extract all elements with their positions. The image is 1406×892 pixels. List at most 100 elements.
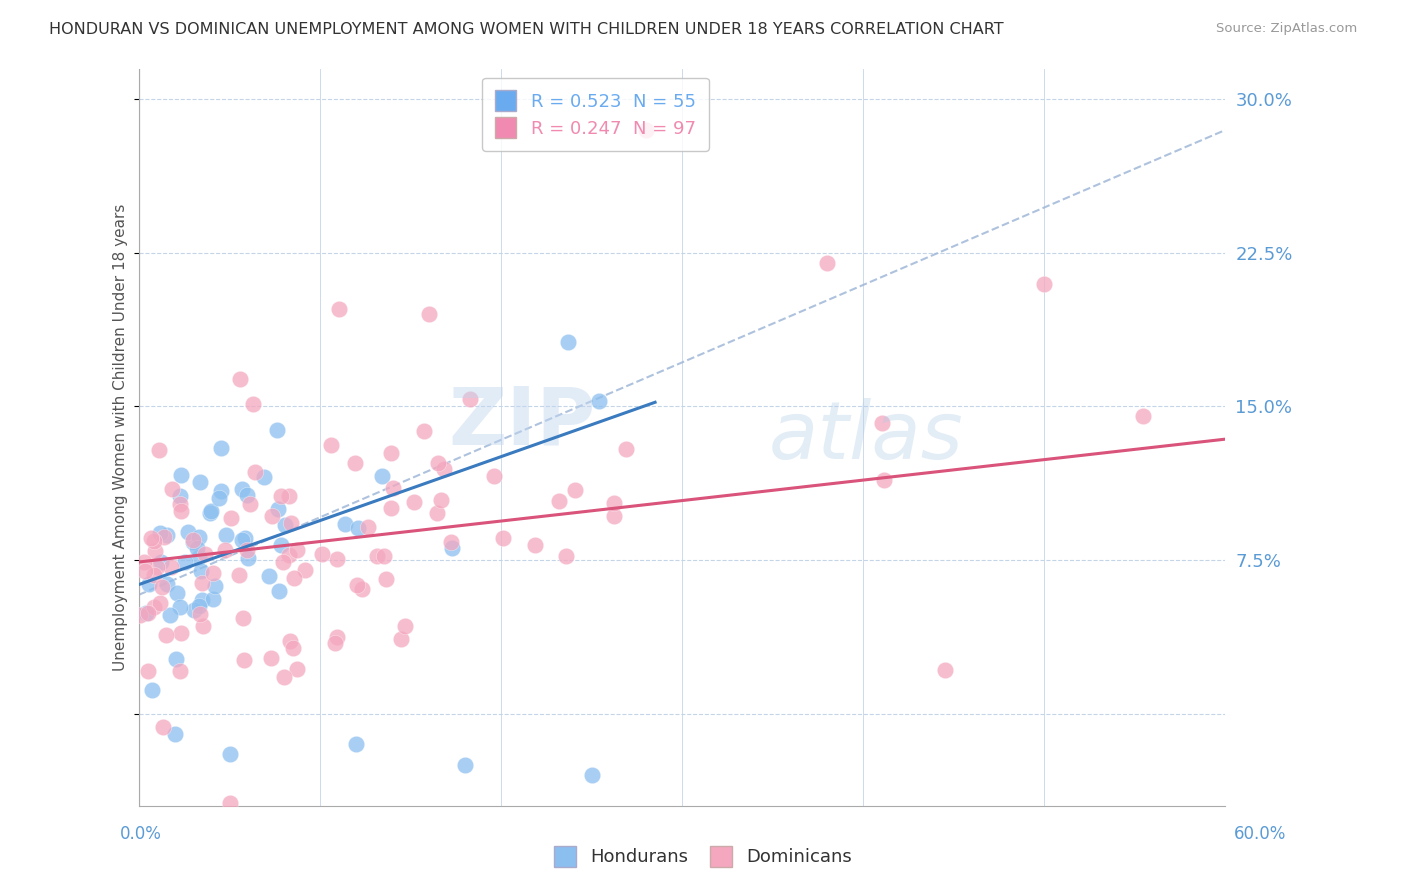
Point	[283, 640, 305, 655]
Legend: R = 0.523  N = 55, R = 0.247  N = 97: R = 0.523 N = 55, R = 0.247 N = 97	[482, 78, 709, 151]
Point	[169, 665, 191, 679]
Point	[204, 579, 226, 593]
Point	[152, 580, 174, 594]
Point	[190, 564, 212, 578]
Point	[236, 488, 259, 502]
Point	[389, 632, 412, 647]
Point	[430, 492, 453, 507]
Point	[215, 528, 238, 542]
Point	[366, 549, 388, 563]
Point	[141, 682, 163, 697]
Point	[156, 528, 179, 542]
Point	[1033, 277, 1056, 291]
Point	[484, 468, 506, 483]
Point	[346, 577, 368, 591]
Point	[231, 533, 253, 547]
Point	[333, 517, 356, 532]
Point	[433, 462, 456, 476]
Point	[218, 796, 240, 810]
Point	[277, 489, 299, 503]
Point	[142, 599, 165, 614]
Point	[149, 525, 172, 540]
Point	[283, 571, 305, 585]
Point	[458, 392, 481, 406]
Point	[243, 465, 266, 479]
Point	[165, 727, 187, 741]
Point	[548, 493, 571, 508]
Point	[169, 600, 191, 615]
Point	[209, 441, 232, 455]
Point	[581, 768, 603, 782]
Point	[380, 501, 402, 516]
Point	[233, 531, 256, 545]
Point	[285, 662, 308, 676]
Point	[200, 504, 222, 518]
Point	[426, 456, 449, 470]
Point	[156, 577, 179, 591]
Point	[402, 495, 425, 509]
Point	[267, 583, 290, 598]
Point	[201, 591, 224, 606]
Point	[270, 538, 292, 552]
Point	[233, 653, 256, 667]
Point	[273, 518, 295, 533]
Point	[603, 496, 626, 510]
Point	[143, 533, 166, 548]
Point	[260, 650, 283, 665]
Point	[177, 524, 200, 539]
Point	[266, 423, 288, 437]
Point	[934, 663, 956, 677]
Point	[188, 607, 211, 622]
Point	[426, 506, 449, 520]
Text: HONDURAN VS DOMINICAN UNEMPLOYMENT AMONG WOMEN WITH CHILDREN UNDER 18 YEARS CORR: HONDURAN VS DOMINICAN UNEMPLOYMENT AMONG…	[49, 22, 1004, 37]
Text: ZIP: ZIP	[449, 384, 595, 461]
Point	[170, 504, 193, 518]
Point	[319, 438, 342, 452]
Point	[492, 531, 515, 545]
Point	[524, 538, 547, 552]
Point	[143, 543, 166, 558]
Point	[381, 481, 404, 495]
Y-axis label: Unemployment Among Women with Children Under 18 years: Unemployment Among Women with Children U…	[114, 203, 128, 671]
Point	[160, 482, 183, 496]
Point	[242, 397, 264, 411]
Point	[135, 607, 157, 621]
Point	[311, 547, 333, 561]
Point	[440, 535, 463, 549]
Point	[202, 566, 225, 580]
Point	[634, 123, 657, 137]
Point	[253, 470, 276, 484]
Point	[236, 543, 259, 558]
Point	[170, 468, 193, 483]
Point	[257, 569, 280, 583]
Point	[285, 543, 308, 558]
Point	[169, 497, 191, 511]
Point	[346, 521, 368, 535]
Point	[188, 599, 211, 614]
Point	[326, 551, 349, 566]
Point	[155, 628, 177, 642]
Point	[134, 564, 156, 578]
Point	[149, 555, 172, 569]
Point	[394, 619, 416, 633]
Point	[357, 520, 380, 534]
Point	[328, 302, 350, 317]
Point	[134, 555, 156, 569]
Point	[267, 502, 290, 516]
Point	[271, 555, 294, 569]
Point	[169, 490, 191, 504]
Point	[188, 530, 211, 544]
Point	[323, 635, 346, 649]
Point	[343, 456, 366, 470]
Point	[173, 555, 195, 569]
Point	[454, 757, 477, 772]
Legend: Hondurans, Dominicans: Hondurans, Dominicans	[547, 838, 859, 874]
Point	[344, 737, 367, 751]
Point	[142, 568, 165, 582]
Point	[352, 582, 374, 596]
Point	[141, 532, 163, 546]
Point	[380, 446, 402, 460]
Point	[188, 475, 211, 489]
Point	[294, 563, 316, 577]
Point	[200, 506, 222, 520]
